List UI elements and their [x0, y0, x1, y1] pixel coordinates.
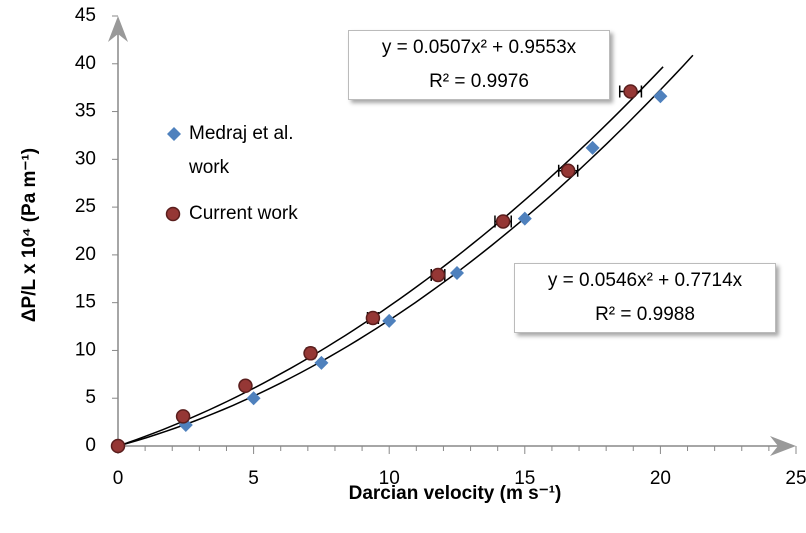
- trendline-annotation: y = 0.0507x² + 0.9553x R² = 0.9976: [348, 30, 610, 100]
- y-tick-label: 25: [75, 196, 96, 217]
- point: [314, 355, 329, 370]
- y-tick-label: 40: [75, 53, 96, 74]
- point: [246, 391, 261, 406]
- annotation-line: y = 0.0546x² + 0.7714x: [547, 270, 743, 291]
- annotation-line: R² = 0.9988: [595, 304, 695, 325]
- point: [382, 313, 397, 328]
- x-tick-label: 25: [785, 468, 806, 489]
- annotation-line: y = 0.0507x² + 0.9553x: [381, 37, 577, 58]
- point: [560, 163, 576, 179]
- annotation-line: R² = 0.9976: [429, 71, 529, 92]
- point: [430, 267, 446, 283]
- x-tick-label: 5: [248, 468, 259, 489]
- legend-label: Medraj et al. work: [189, 123, 294, 178]
- legend-marker: [167, 127, 181, 141]
- y-tick-label: 0: [85, 435, 96, 456]
- point: [175, 409, 191, 424]
- y-tick-label: 45: [75, 5, 96, 26]
- x-tick-label: 0: [113, 468, 124, 489]
- trendline: [117, 54, 694, 447]
- x-tick-label: 10: [379, 468, 400, 489]
- point: [517, 211, 532, 226]
- point: [585, 140, 600, 155]
- trendline-annotation: y = 0.0546x² + 0.7714x R² = 0.9988: [514, 263, 776, 333]
- x-axis-arrow: [770, 436, 796, 456]
- point: [365, 310, 381, 326]
- x-axis-label: Darcian velocity (m s⁻¹): [349, 483, 562, 504]
- y-axis-label: ΔP/L x 10⁴ (Pa m⁻¹): [19, 148, 40, 322]
- y-tick-label: 15: [75, 292, 96, 313]
- y-tick-label: 30: [75, 148, 96, 169]
- y-tick-label: 5: [85, 387, 96, 408]
- point: [450, 266, 464, 281]
- y-tick-label: 10: [75, 339, 96, 360]
- legend-marker: [165, 206, 181, 222]
- trendline: [117, 66, 664, 447]
- x-tick-label: 20: [650, 468, 671, 489]
- legend-label: Current work: [189, 203, 298, 224]
- y-tick-label: 35: [75, 101, 96, 122]
- point: [110, 438, 126, 454]
- point: [653, 89, 668, 104]
- point: [238, 378, 253, 394]
- point: [495, 214, 511, 229]
- point: [303, 346, 318, 361]
- y-tick-label: 20: [75, 244, 96, 265]
- x-tick-label: 15: [514, 468, 535, 489]
- y-axis-arrow: [108, 16, 128, 42]
- point: [623, 84, 638, 99]
